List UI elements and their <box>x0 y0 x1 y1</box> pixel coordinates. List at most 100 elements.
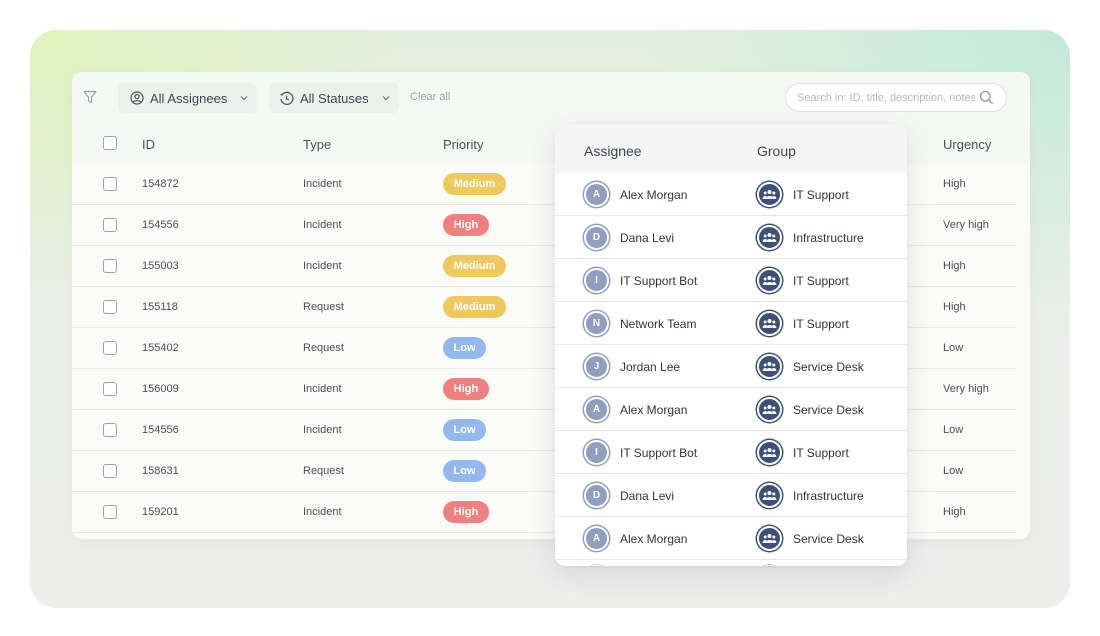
search-box <box>785 83 1007 112</box>
priority-badge: Medium <box>443 173 506 195</box>
header-urgency[interactable]: Urgency <box>943 137 992 152</box>
priority-badge: Medium <box>443 255 506 277</box>
ticket-id: 155003 <box>142 260 179 272</box>
assignee-name: Alex Morgan <box>620 188 688 202</box>
ticket-urgency: Low <box>943 424 964 436</box>
group-icon <box>757 354 782 379</box>
group-name: IT Support <box>793 446 849 460</box>
ticket-id: 154872 <box>142 178 179 190</box>
row-checkbox[interactable] <box>103 218 117 232</box>
group-name: IT Support <box>793 274 849 288</box>
group-icon <box>757 311 782 336</box>
table-row[interactable]: 155402 Request Low Low <box>72 328 1016 369</box>
clear-all-link[interactable]: Clear all <box>410 91 451 103</box>
ticket-urgency: Very high <box>943 219 989 231</box>
ticket-id: 154556 <box>142 219 179 231</box>
avatar: A <box>584 397 609 422</box>
group-icon <box>757 225 782 250</box>
group-icon <box>757 440 782 465</box>
clock-icon <box>280 91 294 105</box>
group-icon <box>757 268 782 293</box>
search-input[interactable] <box>797 91 975 104</box>
row-checkbox[interactable] <box>103 464 117 478</box>
ticket-type: Incident <box>303 178 342 190</box>
ticket-id: 159201 <box>142 506 179 518</box>
ticket-type: Incident <box>303 260 342 272</box>
ticket-urgency: Low <box>943 342 964 354</box>
ticket-urgency: High <box>943 178 966 190</box>
ticket-type: Incident <box>303 219 342 231</box>
assignee-filter-dropdown[interactable]: All Assignees <box>118 83 257 113</box>
assignee-option[interactable]: J Jordan Lee Service Desk <box>555 345 907 388</box>
row-checkbox[interactable] <box>103 423 117 437</box>
priority-badge: High <box>443 214 489 236</box>
assignee-option[interactable]: D Dana Levi Infrastructure <box>555 474 907 517</box>
chevron-down-icon <box>382 96 390 101</box>
status-filter-dropdown[interactable]: All Statuses <box>269 83 399 113</box>
assignee-name: Alex Morgan <box>620 403 688 417</box>
search-icon[interactable] <box>979 90 994 105</box>
priority-badge: High <box>443 378 489 400</box>
group-icon <box>757 526 782 551</box>
user-circle-icon <box>130 91 144 105</box>
assignee-filter-label: All Assignees <box>150 90 228 106</box>
ticket-type: Request <box>303 301 344 313</box>
avatar: D <box>584 225 609 250</box>
group-icon <box>757 182 782 207</box>
table-row[interactable]: 155118 Request High Medium <box>72 287 1016 328</box>
header-priority[interactable]: Priority <box>443 137 484 152</box>
ticket-urgency: High <box>943 301 966 313</box>
row-checkbox[interactable] <box>103 341 117 355</box>
table-row[interactable]: 159201 Incident High High <box>72 492 1016 533</box>
row-checkbox[interactable] <box>103 505 117 519</box>
ticket-id: 156009 <box>142 383 179 395</box>
assignee-option[interactable]: I IT Support Bot IT Support <box>555 431 907 474</box>
row-checkbox[interactable] <box>103 300 117 314</box>
assignee-option[interactable]: A Alex Morgan Service Desk <box>555 517 907 560</box>
table-row[interactable]: 154872 Incident High Medium <box>72 164 1016 205</box>
table-row[interactable]: 156009 Incident Very high High <box>72 369 1016 410</box>
ticket-id: 158631 <box>142 465 179 477</box>
assignee-option[interactable]: I IT Support Bot IT Support <box>555 259 907 302</box>
row-checkbox[interactable] <box>103 382 117 396</box>
assignee-dropdown: Assignee Group A Alex Morgan IT Support D Da… <box>555 124 907 566</box>
avatar: A <box>584 182 609 207</box>
row-checkbox[interactable] <box>103 177 117 191</box>
ticket-type: Incident <box>303 383 342 395</box>
priority-badge: High <box>443 501 489 523</box>
priority-badge: Low <box>443 419 486 441</box>
header-type[interactable]: Type <box>303 137 332 152</box>
status-filter-label: All Statuses <box>300 90 369 106</box>
table-row[interactable]: 158631 Request Low Low <box>72 451 1016 492</box>
assignee-option[interactable]: N Network Team IT Support <box>555 302 907 345</box>
table-row[interactable]: 154556 Incident Very high High <box>72 205 1016 246</box>
group-name: Infrastructure <box>793 489 864 503</box>
ticket-type: Request <box>303 342 344 354</box>
header-id[interactable]: ID <box>142 137 155 152</box>
ticket-id: 155118 <box>142 301 178 313</box>
group-name: Service Desk <box>793 403 864 417</box>
row-checkbox[interactable] <box>103 259 117 273</box>
ticket-id: 155402 <box>142 342 179 354</box>
assignee-dropdown-header: Assignee Group <box>555 124 907 173</box>
table-row[interactable]: 155003 Incident High Medium <box>72 246 1016 287</box>
assignee-name: IT Support Bot <box>620 274 698 288</box>
select-all-checkbox[interactable] <box>103 136 117 150</box>
assignee-name: Dana Levi <box>620 489 675 503</box>
avatar <box>584 564 609 566</box>
group-name: IT Support <box>793 317 849 331</box>
assignee-name: IT Support Bot <box>620 446 698 460</box>
assignee-name: Alex Morgan <box>620 532 688 546</box>
group-name: Service Desk <box>793 360 864 374</box>
avatar: J <box>584 354 609 379</box>
ticket-urgency: Very high <box>943 383 989 395</box>
assignee-option[interactable]: D Dana Levi Infrastructure <box>555 216 907 259</box>
assignee-option[interactable]: A Alex Morgan Service Desk <box>555 388 907 431</box>
assignee-name: Dana Levi <box>620 231 675 245</box>
assignee-name: Jordan Lee <box>620 360 681 374</box>
ticket-type: Request <box>303 465 344 477</box>
table-row[interactable]: 154556 Incident Low Low <box>72 410 1016 451</box>
assignee-option[interactable]: A Alex Morgan IT Support <box>555 173 907 216</box>
ticket-id: 154556 <box>142 424 179 436</box>
filter-icon[interactable] <box>82 89 98 105</box>
